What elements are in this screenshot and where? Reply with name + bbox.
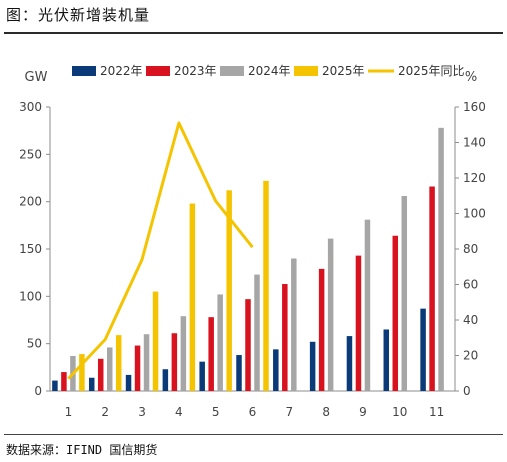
bar-2025 [79, 354, 85, 391]
bar-2023 [355, 255, 362, 391]
legend-label: 2022年 [100, 64, 143, 78]
yoy-line [67, 121, 254, 380]
bar-2022 [346, 336, 353, 391]
legend-label: 2025年 [322, 64, 365, 78]
legend-label: 2024年 [248, 64, 291, 78]
y-tick-label-left: 300 [19, 100, 42, 114]
bar-2022 [88, 377, 95, 391]
bar-2024 [143, 334, 150, 391]
y-tick-label-right: 120 [463, 171, 486, 185]
bar-2022 [162, 369, 169, 391]
x-tick-label: 9 [359, 405, 367, 419]
legend-swatch-2024 [220, 66, 244, 76]
bar-2022 [199, 361, 205, 391]
x-tick-label: 1 [65, 405, 73, 419]
pv-installation-chart: GW % 0 50 100 150 200 250 300 0 20 40 60 80 100 120 140 1… [19, 64, 486, 419]
y-tick-label-left: 150 [19, 242, 42, 256]
legend-label: 2023年 [174, 64, 217, 78]
x-tick-label: 4 [175, 405, 183, 419]
x-tick-label: 3 [138, 405, 146, 419]
bar-2023 [392, 235, 399, 391]
y-tick-label-right: 140 [463, 136, 486, 150]
source-rule [4, 434, 503, 435]
bar-2024 [180, 316, 187, 391]
y-tick-label-right: 100 [463, 207, 486, 221]
bar-2024 [327, 238, 334, 391]
bar-2025 [152, 291, 159, 391]
legend-swatch-2023 [146, 66, 170, 76]
bar-2022 [236, 355, 242, 391]
x-tick-label: 8 [322, 405, 330, 419]
bar-2025 [226, 190, 232, 391]
bar-2023 [171, 333, 178, 391]
bar-2024 [291, 258, 297, 391]
bar-2023 [61, 372, 67, 391]
bar-2022 [309, 341, 316, 391]
x-tick-label: 2 [101, 405, 109, 419]
bar-2025 [263, 180, 269, 391]
figure-title: 图：光伏新增装机量 [6, 6, 151, 24]
bar-2025 [115, 335, 122, 391]
legend-swatch-2025 [294, 66, 318, 76]
bar-2024 [217, 294, 223, 391]
legend-label: 2025年同比 [398, 64, 465, 78]
bar-2024 [438, 127, 444, 392]
y-tick-label-left: 250 [19, 147, 42, 161]
x-tick-label: 7 [285, 405, 293, 419]
y-axis-unit-right: % [465, 70, 477, 85]
x-tick-label: 5 [212, 405, 220, 419]
bar-2022 [52, 380, 58, 391]
bar-2023 [318, 268, 325, 391]
bar-2024 [364, 219, 371, 391]
y-tick-label-right: 160 [463, 100, 486, 114]
bar-2022 [125, 374, 132, 391]
x-tick-label: 10 [392, 405, 407, 419]
bar-2023 [245, 299, 251, 391]
y-tick-label-right: 80 [463, 242, 478, 256]
bar-2025 [189, 203, 196, 391]
legend-swatch-2022 [72, 66, 96, 76]
title-rule [4, 32, 503, 34]
y-tick-label-left: 0 [34, 384, 42, 398]
y-tick-label-left: 50 [27, 337, 42, 351]
y-axis-unit-left: GW [25, 70, 48, 85]
y-tick-label-right: 20 [463, 349, 478, 363]
bar-2024 [401, 195, 408, 391]
bar-2022 [273, 349, 279, 391]
bar-2023 [97, 358, 104, 391]
y-tick-label-right: 40 [463, 313, 478, 327]
bar-2023 [208, 317, 214, 391]
data-source: 数据来源：IFIND 国信期货 [6, 443, 158, 457]
bar-2022 [420, 308, 426, 391]
bar-2024 [106, 347, 113, 391]
bar-2022 [383, 329, 390, 391]
x-tick-label: 6 [249, 405, 257, 419]
bar-2023 [282, 284, 288, 391]
y-tick-label-left: 200 [19, 195, 42, 209]
bar-2023 [134, 345, 141, 391]
x-tick-label: 11 [429, 405, 444, 419]
bar-2024 [254, 274, 260, 391]
y-tick-label-left: 100 [19, 289, 42, 303]
y-tick-label-right: 60 [463, 278, 478, 292]
y-tick-label-right: 0 [463, 384, 471, 398]
bar-2023 [429, 186, 435, 391]
